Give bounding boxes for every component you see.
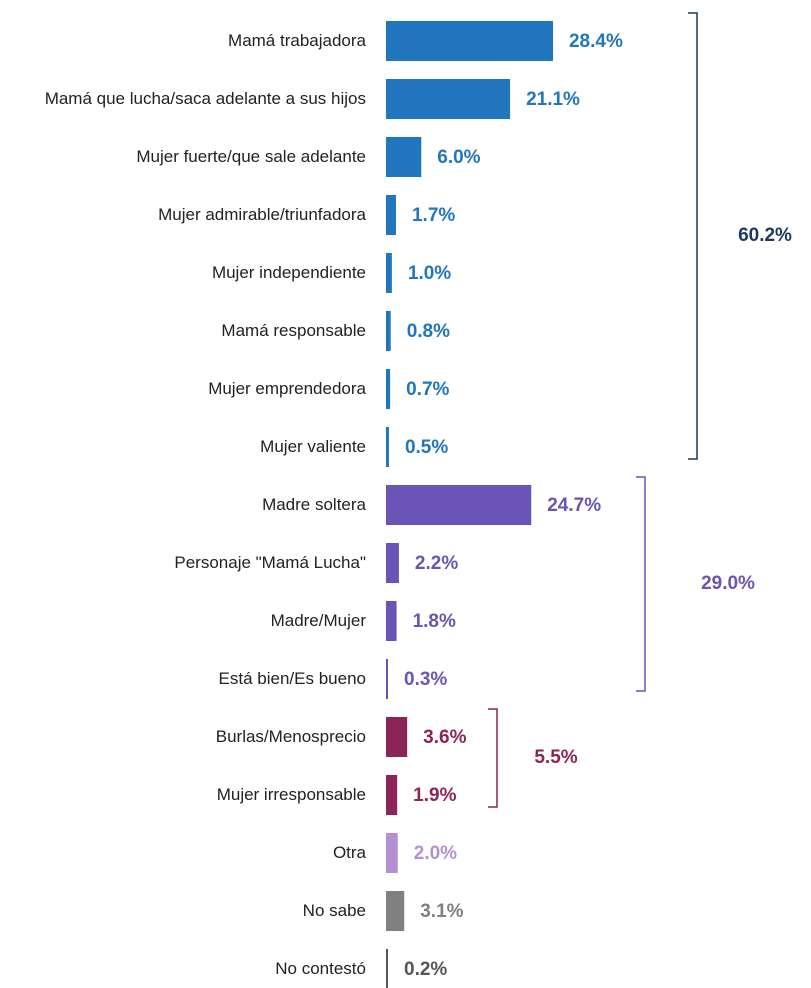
category-label: No contestó bbox=[275, 959, 366, 978]
value-label: 0.5% bbox=[405, 437, 448, 458]
category-label: Mujer irresponsable bbox=[216, 785, 366, 804]
value-label: 1.7% bbox=[412, 205, 455, 226]
category-label: Está bien/Es bueno bbox=[218, 669, 366, 688]
category-label: Personaje "Mamá Lucha" bbox=[174, 553, 366, 572]
bar bbox=[386, 775, 398, 815]
value-label: 24.7% bbox=[547, 495, 601, 516]
bar bbox=[386, 891, 405, 931]
group-total: 60.2% bbox=[738, 225, 792, 246]
value-label: 0.2% bbox=[404, 959, 447, 980]
value-label: 1.8% bbox=[413, 611, 456, 632]
category-label: Otra bbox=[332, 843, 366, 862]
bar bbox=[386, 427, 389, 467]
bar bbox=[386, 253, 392, 293]
bar bbox=[386, 137, 422, 177]
value-label: 0.3% bbox=[404, 669, 447, 690]
category-label: Burlas/Menosprecio bbox=[215, 727, 366, 746]
group-total: 5.5% bbox=[534, 747, 577, 768]
category-label: Mujer valiente bbox=[260, 437, 366, 456]
bar bbox=[386, 833, 398, 873]
value-label: 28.4% bbox=[569, 31, 623, 52]
bar bbox=[386, 79, 511, 119]
category-label: Mujer independiente bbox=[211, 263, 366, 282]
group-bracket bbox=[688, 12, 698, 460]
category-label: Mujer admirable/triunfadora bbox=[158, 205, 366, 224]
value-label: 6.0% bbox=[437, 147, 480, 168]
bar bbox=[386, 195, 396, 235]
value-label: 2.2% bbox=[415, 553, 458, 574]
value-label: 21.1% bbox=[526, 89, 580, 110]
value-label: 2.0% bbox=[414, 843, 457, 864]
bar bbox=[386, 311, 391, 351]
bar bbox=[386, 949, 388, 988]
value-label: 0.8% bbox=[407, 321, 450, 342]
bar bbox=[386, 659, 388, 699]
group-bracket bbox=[636, 476, 646, 692]
bar bbox=[386, 543, 399, 583]
category-label: Madre/Mujer bbox=[270, 611, 366, 630]
category-label: Mamá trabajadora bbox=[228, 31, 366, 50]
category-label: No sabe bbox=[302, 901, 366, 920]
value-label: 1.0% bbox=[408, 263, 451, 284]
group-bracket bbox=[488, 708, 498, 808]
bar bbox=[386, 717, 408, 757]
bar bbox=[386, 21, 553, 61]
group-total: 29.0% bbox=[701, 573, 755, 594]
value-label: 1.9% bbox=[413, 785, 456, 806]
value-label: 3.1% bbox=[420, 901, 463, 922]
category-label: Madre soltera bbox=[262, 495, 366, 514]
category-label: Mujer fuerte/que sale adelante bbox=[136, 147, 366, 166]
category-label: Mujer emprendedora bbox=[208, 379, 366, 398]
bar bbox=[386, 485, 532, 525]
category-label: Mamá responsable bbox=[221, 321, 366, 340]
bar bbox=[386, 601, 397, 641]
value-label: 3.6% bbox=[423, 727, 466, 748]
bar bbox=[386, 369, 391, 409]
category-label: Mamá que lucha/saca adelante a sus hijos bbox=[44, 89, 366, 108]
value-label: 0.7% bbox=[406, 379, 449, 400]
